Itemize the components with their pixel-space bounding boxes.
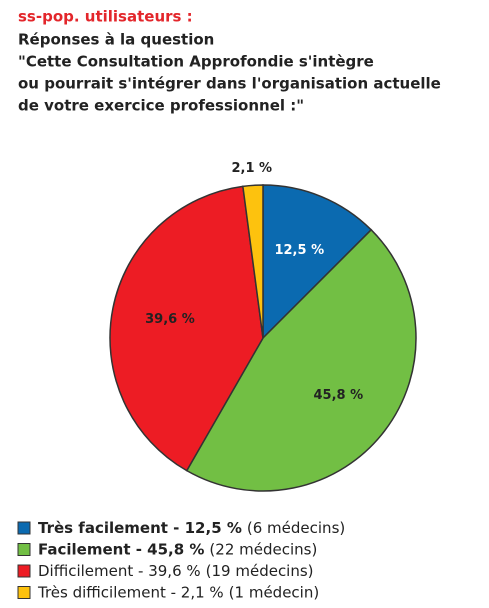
legend-note: (6 médecins): [247, 519, 345, 537]
legend-note: (22 médecins): [209, 540, 317, 558]
pie-slice: [262, 184, 373, 340]
legend-swatch: [17, 564, 31, 578]
legend-label: Très difficilement - 2,1 %: [37, 583, 224, 601]
legend-entry: Facilement - 45,8 % (22 médecins): [38, 540, 317, 558]
pie-slice: [109, 185, 264, 472]
pie-slice: [185, 228, 417, 492]
legend-swatch: [17, 521, 31, 535]
legend-entry: Très difficilement - 2,1 % (1 médecin): [37, 583, 319, 601]
legend-entry: Très facilement - 12,5 % (6 médecins): [38, 519, 345, 537]
legend-note: (1 médecin): [229, 583, 320, 601]
data-label: 2,1 %: [232, 161, 273, 176]
data-label: 45,8 %: [313, 388, 363, 403]
data-label: 39,6 %: [145, 312, 195, 327]
subtitle: ou pourrait s'intégrer dans l'organisati…: [18, 75, 441, 93]
pie-slice: [242, 184, 264, 339]
legend-swatch: [17, 586, 31, 599]
legend-label: Très facilement - 12,5 %: [38, 519, 242, 537]
chart-title: ss-pop. utilisateurs :: [18, 8, 193, 26]
subtitle: "Cette Consultation Approfondie s'intègr…: [18, 53, 374, 71]
subtitle: de votre exercice professionnel :": [18, 97, 304, 115]
data-label: 12,5 %: [274, 243, 324, 258]
legend-note: (19 médecins): [206, 562, 314, 580]
subtitle: Réponses à la question: [18, 31, 214, 49]
legend-label: Facilement - 45,8 %: [38, 540, 204, 558]
legend-entry: Difficilement - 39,6 % (19 médecins): [38, 562, 314, 580]
legend-swatch: [17, 543, 31, 556]
legend-label: Difficilement - 39,6 %: [38, 562, 201, 580]
